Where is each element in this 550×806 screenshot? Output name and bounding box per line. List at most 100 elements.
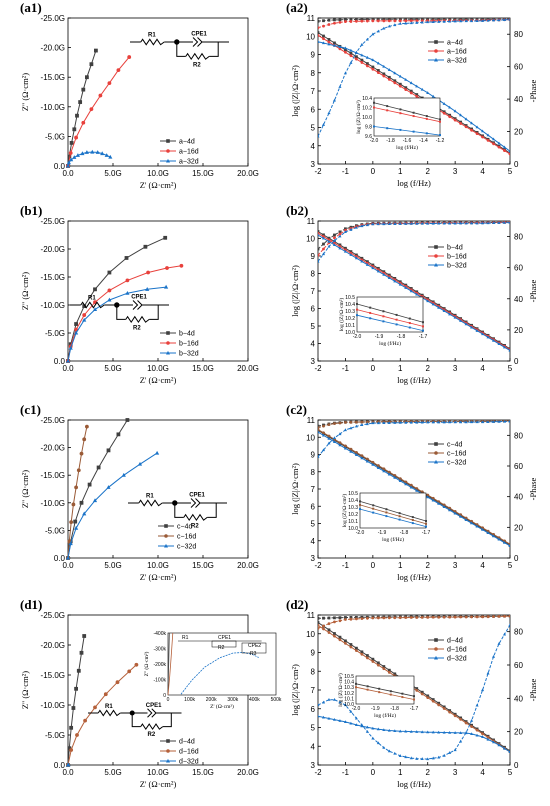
x-tick-label: 0.0: [62, 768, 74, 777]
inset-series-line: [356, 303, 424, 323]
modulus-point: [470, 732, 474, 735]
inset-y-tick-label: 10.1: [345, 323, 355, 329]
modulus-point: [502, 746, 507, 750]
modulus-point: [322, 627, 325, 631]
phase-point: [349, 617, 353, 621]
legend-marker: [434, 254, 438, 258]
phase-point: [338, 234, 342, 238]
x-tick-label: 0.0: [62, 364, 74, 373]
x-tick-label: 5.0G: [104, 768, 121, 777]
inset-x-title: log (f/Hz): [396, 144, 418, 151]
modulus-point: [322, 235, 325, 238]
x-tick-label: -1: [342, 768, 350, 777]
modulus-point: [464, 721, 468, 725]
phase-point: [343, 230, 347, 234]
phase-point: [508, 615, 510, 618]
modulus-point: [371, 67, 375, 71]
phase-point: [453, 420, 457, 424]
inset-point: [378, 691, 381, 694]
modulus-point: [420, 490, 424, 494]
modulus-point: [376, 663, 380, 667]
modulus-point: [332, 717, 336, 721]
modulus-point: [398, 84, 402, 88]
modulus-point: [354, 723, 358, 726]
y-tick-label: 9: [311, 451, 316, 460]
y-tick-label: -20.0G: [41, 44, 65, 53]
modulus-point: [343, 46, 347, 50]
modulus-point: [393, 79, 397, 83]
inset-x-tick-label: -1.8: [390, 706, 399, 712]
phase-point: [321, 448, 326, 452]
modulus-point: [442, 111, 446, 115]
series-line: [67, 664, 137, 766]
modulus-point: [344, 50, 347, 54]
phase-point: [409, 616, 413, 619]
phase-point: [333, 236, 336, 240]
x-tick-label: -1: [342, 561, 350, 570]
phase-point: [382, 222, 386, 226]
data-point: [82, 511, 87, 516]
data-point: [125, 418, 130, 422]
modulus-point: [327, 434, 331, 438]
y2-tick-label: 20: [514, 523, 523, 532]
x-tick-label: 3: [453, 364, 458, 373]
y2-axis-title: -Phase: [528, 477, 538, 500]
modulus-point: [371, 660, 375, 663]
phase-point: [442, 420, 446, 424]
inset-point: [395, 323, 398, 326]
modulus-point: [365, 263, 369, 266]
y-tick-label: 5: [311, 520, 316, 529]
data-point: [68, 541, 73, 546]
phase-point: [393, 421, 397, 424]
series-c-32d: [318, 420, 510, 548]
x-axis-title: log (f/Hz): [397, 178, 431, 188]
modulus-point: [382, 272, 386, 276]
phase-point: [404, 18, 408, 21]
modulus-point: [338, 635, 342, 639]
modulus-point: [431, 496, 435, 500]
x-tick-label: 15.0G: [192, 364, 214, 373]
modulus-point: [376, 71, 380, 75]
modulus-point: [333, 632, 336, 635]
circuit-resistor-r1: [140, 38, 165, 46]
inset-frame: [167, 632, 277, 696]
inset-series-line: [359, 504, 427, 525]
modulus-point: [486, 736, 490, 739]
phase-point: [508, 221, 510, 224]
y-tick-label: 0.0: [54, 761, 66, 770]
inset-y-tick-label: -200k: [153, 662, 166, 668]
phase-point: [365, 729, 369, 733]
panel-label: (c1): [20, 402, 41, 417]
modulus-point: [426, 91, 430, 94]
inset-point: [355, 682, 357, 685]
phase-point: [502, 221, 507, 224]
data-point: [92, 498, 98, 503]
data-point: [75, 153, 80, 157]
phase-point: [459, 19, 463, 23]
modulus-point: [355, 649, 358, 653]
modulus-point: [318, 33, 320, 37]
inset-y-tick-label: 10.5: [344, 674, 354, 680]
modulus-point: [448, 312, 452, 316]
data-point: [92, 307, 98, 311]
inset-circuit-label-cpe2: CPE2: [248, 643, 261, 649]
modulus-point: [404, 88, 408, 91]
phase-point: [497, 641, 501, 645]
legend-marker: [166, 758, 170, 763]
phase-point: [470, 718, 474, 722]
legend-entry: c−32d: [177, 544, 196, 551]
series-line: [67, 265, 182, 362]
modulus-point: [448, 710, 452, 714]
modulus-point: [393, 729, 397, 732]
y2-tick-label: 40: [514, 95, 523, 104]
plot-area: [318, 221, 510, 352]
phase-point: [349, 228, 353, 231]
legend-marker: [164, 543, 168, 548]
modulus-point: [486, 529, 490, 533]
modulus-point: [404, 86, 408, 90]
bode-panel-a2: (a2) -2 -1 0 1 2 3 4 5 3 4 5 6 7 8 9 10 11 0 20 40 60 80 log (f…: [286, 0, 538, 188]
phase-point: [322, 24, 325, 28]
modulus-point: [409, 729, 413, 733]
inset-x-tick-label: -1.7: [410, 706, 419, 712]
phase-point: [420, 420, 424, 424]
